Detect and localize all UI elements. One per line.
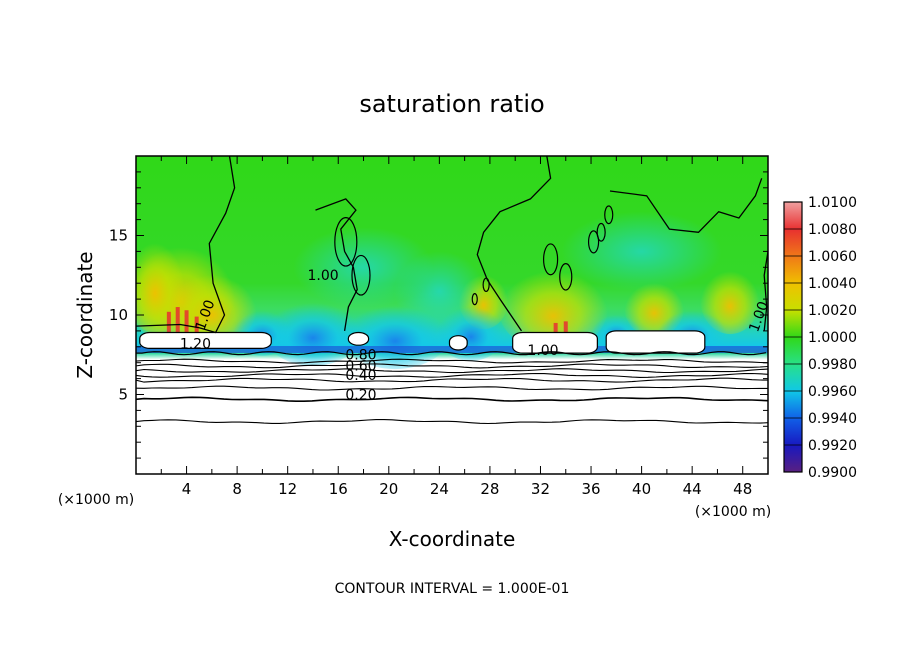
y-axis-ticks: 5 10 15 [109,171,768,459]
x-tick-label: 36 [581,480,600,498]
contour-line-1.00 [315,198,358,332]
x-tick-label: 24 [430,480,449,498]
x-tick-label: 28 [480,480,499,498]
contour-line-0.50 [136,372,768,378]
colorbar-segment [784,364,802,392]
field-anomaly [498,262,609,353]
colorbar-label: 0.9960 [808,384,857,400]
contour-label: 0.20 [345,387,376,403]
colorbar-label: 0.9980 [808,357,857,373]
y-tick-label: 10 [109,306,128,324]
contour-label: 1.00 [307,268,338,284]
x-tick-label: 16 [329,480,348,498]
x-axis-label: X-coordinate [389,527,516,551]
supersaturation-streak [553,322,558,333]
colorbar-label: 1.0000 [808,330,857,346]
supersaturation-streak [175,307,180,333]
plot-area: 1.001.001.20 1.001.000.800.600.400.20 [136,156,768,474]
y-tick-label: 15 [109,227,128,245]
contour-interval-note: CONTOUR INTERVAL = 1.000E-01 [335,581,570,597]
cloud-region [512,331,598,354]
contour-loop-1.00 [559,263,573,291]
x-tick-label: 12 [278,480,297,498]
supersaturation-streak [166,311,171,333]
colorbar-label: 1.0040 [808,276,857,292]
contour-loop-1.00 [334,217,358,267]
colorbar-label: 1.0080 [808,222,857,238]
cloud-regions [139,330,706,354]
field-anomaly [394,251,485,332]
colorbar-label: 0.9940 [808,411,857,427]
x-tick-label: 8 [232,480,242,498]
contour-label: 0.80 [345,348,376,364]
contour-label: 1.00 [527,343,558,359]
contour-loop-1.00 [542,243,559,276]
contour-line-0.30 [136,385,768,391]
cloud-region [139,331,272,349]
colorbar-segment [784,310,802,338]
colorbar-label: 1.0100 [808,195,857,211]
x-axis-ticks: 4 8 12 16 20 24 28 32 36 40 44 48 [160,156,769,498]
contour-labels: 1.001.001.20 1.001.000.800.600.400.20 [180,268,768,403]
contour-line-1.00 [476,156,552,332]
x-tick-label: 32 [531,480,550,498]
contour-loop-1.00 [587,230,600,254]
contour-line-0.40 [136,377,768,383]
colorbar-label: 1.0020 [808,303,857,319]
colorbar: 1.0100 1.0080 1.0060 1.0040 1.0020 1.0000 0.99… [783,195,857,481]
supersaturation-streak [184,310,189,333]
contour-line-0.20 [136,396,768,402]
x-tick-label: 4 [182,480,192,498]
contour-loop-1.00 [471,293,478,306]
colorbar-segment [784,256,802,284]
x-unit-left: (×1000 m) [58,492,134,508]
cloud-base-dark-band [136,346,768,353]
contour-line-0.70 [136,363,768,369]
contour-line-1.00 [763,251,768,331]
x-tick-label: 20 [379,480,398,498]
cloud-region [448,335,468,351]
contour-line-cloud-base [136,351,767,356]
colorbar-segment [784,202,802,230]
x-tick-label: 40 [632,480,651,498]
x-tick-label: 48 [733,480,752,498]
contour-lines [136,156,768,425]
field-anomaly [561,211,722,292]
x-unit-right: (×1000 m) [695,504,771,520]
colorbar-segment [784,391,802,419]
contour-label: 1.20 [180,336,211,352]
y-tick-label: 5 [118,386,128,404]
colorbar-segment [784,418,802,446]
colorbar-segment [784,445,802,473]
contour-line-1.00 [136,156,236,334]
contour-loop-1.00 [596,222,606,242]
colorbar-segment [784,337,802,365]
contour-line-0.60 [136,368,768,374]
supersaturation-streak [563,321,568,333]
colorbar-segment [784,283,802,311]
cloud-region [347,331,370,346]
contour-label: 0.60 [345,359,376,375]
contour-label: 0.40 [345,368,376,384]
contour-line-1.00 [609,178,763,233]
contour-loop-1.00 [604,205,614,225]
field-anomaly [136,233,185,334]
cloud-region [605,330,706,354]
colorbar-label: 1.0060 [808,249,857,265]
contour-line-0.10 [136,419,768,425]
y-axis-label: Z-coordinate [73,251,97,378]
colorbar-label: 0.9900 [808,465,857,481]
colorbar-label: 0.9920 [808,438,857,454]
contour-loop-1.00 [351,254,371,296]
x-tick-label: 44 [683,480,702,498]
contour-line-0.80 [136,358,768,364]
colorbar-segment [784,229,802,257]
chart-title: saturation ratio [359,90,544,118]
supersaturation-streak [194,316,199,333]
contour-loop-1.00 [482,277,490,292]
